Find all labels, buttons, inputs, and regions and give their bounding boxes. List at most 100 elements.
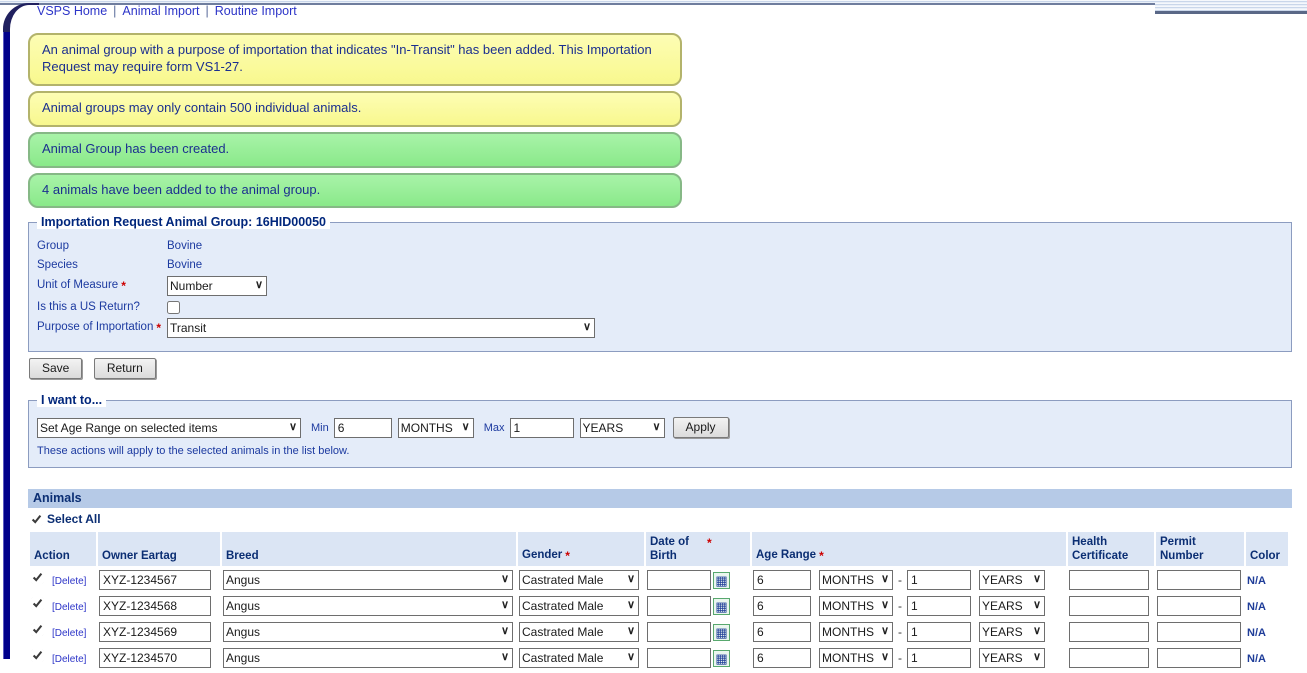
gender-select[interactable]: Castrated Male (519, 596, 639, 617)
column-header-age: Age Range * (752, 532, 1066, 567)
owner-eartag-input[interactable] (99, 596, 211, 617)
age-max-unit-select[interactable]: YEARS (979, 596, 1045, 617)
cell-action: [Delete] (30, 646, 96, 671)
column-header-breed: Breed (222, 532, 516, 567)
cell-breed: Angus (222, 620, 516, 645)
cell-breed: Angus (222, 568, 516, 593)
age-max-input[interactable] (907, 596, 971, 617)
age-max-unit-select[interactable]: YEARS (979, 622, 1045, 643)
column-header-gender: Gender * (518, 532, 644, 567)
row-select-checkbox[interactable] (31, 623, 44, 637)
us-return-checkbox[interactable] (167, 300, 180, 314)
age-max-unit-select[interactable]: YEARS (979, 570, 1045, 591)
breadcrumb-link-routine-import[interactable]: Routine Import (214, 4, 297, 18)
importation-request-legend: Importation Request Animal Group: 16HID0… (37, 215, 331, 230)
age-max-input[interactable] (907, 648, 971, 669)
column-header-dob: Date of Birth* (646, 532, 750, 567)
breed-select[interactable]: Angus (223, 570, 513, 591)
row-select-checkbox[interactable] (31, 649, 44, 663)
owner-eartag-input[interactable] (99, 648, 211, 669)
age-min-unit-select[interactable]: MONTHS (819, 596, 893, 617)
animals-section-header: Animals (28, 489, 1292, 509)
cell-health-certificate (1068, 620, 1154, 645)
age-min-input[interactable] (753, 570, 811, 591)
breadcrumb-link-animal-import[interactable]: Animal Import (122, 4, 200, 18)
cell-health-certificate (1068, 568, 1154, 593)
cell-health-certificate (1068, 594, 1154, 619)
age-min-input[interactable] (753, 596, 811, 617)
breadcrumb-link-vsps-home[interactable]: VSPS Home (37, 4, 108, 18)
return-button[interactable]: Return (93, 358, 156, 380)
owner-eartag-input[interactable] (99, 570, 211, 591)
color-value: N/A (1247, 575, 1266, 588)
health-certificate-input[interactable] (1069, 622, 1149, 643)
required-asterisk: * (565, 549, 570, 564)
calendar-icon[interactable]: ▦ (713, 649, 730, 667)
gender-select[interactable]: Castrated Male (519, 570, 639, 591)
save-button[interactable]: Save (29, 358, 83, 380)
calendar-icon[interactable]: ▦ (713, 571, 730, 589)
breed-select[interactable]: Angus (223, 596, 513, 617)
unit-of-measure-select[interactable]: Number (167, 276, 267, 297)
breadcrumb-separator: | (113, 4, 117, 18)
age-min-unit-select[interactable]: MONTHS (819, 622, 893, 643)
max-label: Max (483, 421, 505, 434)
cell-gender: Castrated Male (518, 620, 644, 645)
cell-color: N/A (1246, 620, 1288, 645)
cell-color: N/A (1246, 594, 1288, 619)
breed-select[interactable]: Angus (223, 622, 513, 643)
date-of-birth-input[interactable] (647, 570, 711, 591)
min-age-unit-select[interactable]: MONTHS (397, 417, 474, 438)
gender-select[interactable]: Castrated Male (519, 648, 639, 669)
age-min-input[interactable] (753, 622, 811, 643)
min-age-input[interactable] (333, 417, 392, 438)
purpose-of-importation-select[interactable]: Transit (167, 318, 595, 339)
cell-action: [Delete] (30, 568, 96, 593)
calendar-icon[interactable]: ▦ (713, 623, 730, 641)
age-max-input[interactable] (907, 570, 971, 591)
date-of-birth-input[interactable] (647, 622, 711, 643)
select-all-checkbox[interactable] (30, 512, 43, 526)
breed-select[interactable]: Angus (223, 648, 513, 669)
age-min-unit-select[interactable]: MONTHS (819, 570, 893, 591)
age-min-unit-select[interactable]: MONTHS (819, 648, 893, 669)
permit-number-input[interactable] (1157, 596, 1241, 617)
date-of-birth-input[interactable] (647, 648, 711, 669)
health-certificate-input[interactable] (1069, 596, 1149, 617)
date-of-birth-input[interactable] (647, 596, 711, 617)
age-max-input[interactable] (907, 622, 971, 643)
permit-number-input[interactable] (1157, 648, 1241, 669)
age-min-input[interactable] (753, 648, 811, 669)
cell-breed: Angus (222, 646, 516, 671)
age-max-unit-select[interactable]: YEARS (979, 648, 1045, 669)
gender-select[interactable]: Castrated Male (519, 622, 639, 643)
owner-eartag-input[interactable] (99, 622, 211, 643)
alert-group-limit-warning: Animal groups may only contain 500 indiv… (28, 90, 682, 127)
max-age-unit-select[interactable]: YEARS (579, 417, 665, 438)
apply-button[interactable]: Apply (672, 417, 729, 439)
health-certificate-input[interactable] (1069, 648, 1149, 669)
unit-of-measure-label: Unit of Measure * (37, 279, 126, 294)
delete-link[interactable]: [Delete] (52, 576, 87, 588)
max-age-input[interactable] (509, 417, 574, 438)
group-value: Bovine (167, 240, 203, 253)
delete-link[interactable]: [Delete] (52, 602, 87, 614)
top-banner-stripes (0, 0, 1307, 5)
calendar-icon[interactable]: ▦ (713, 597, 730, 615)
i-want-to-fieldset: I want to... Set Age Range on selected i… (28, 393, 1292, 469)
cell-color: N/A (1246, 646, 1288, 671)
permit-number-input[interactable] (1157, 570, 1241, 591)
row-select-checkbox[interactable] (31, 597, 44, 611)
cell-date-of-birth: ▦ (646, 568, 750, 593)
cell-age-range: MONTHS- YEARS (752, 620, 1066, 645)
health-certificate-input[interactable] (1069, 570, 1149, 591)
row-select-checkbox[interactable] (31, 571, 44, 585)
alert-in-transit-warning: An animal group with a purpose of import… (28, 33, 682, 86)
permit-number-input[interactable] (1157, 622, 1241, 643)
color-value: N/A (1247, 653, 1266, 666)
delete-link[interactable]: [Delete] (52, 628, 87, 640)
age-range-dash: - (898, 625, 902, 640)
column-header-color: Color (1246, 532, 1288, 567)
delete-link[interactable]: [Delete] (52, 654, 87, 666)
bulk-action-select[interactable]: Set Age Range on selected items (37, 417, 301, 438)
